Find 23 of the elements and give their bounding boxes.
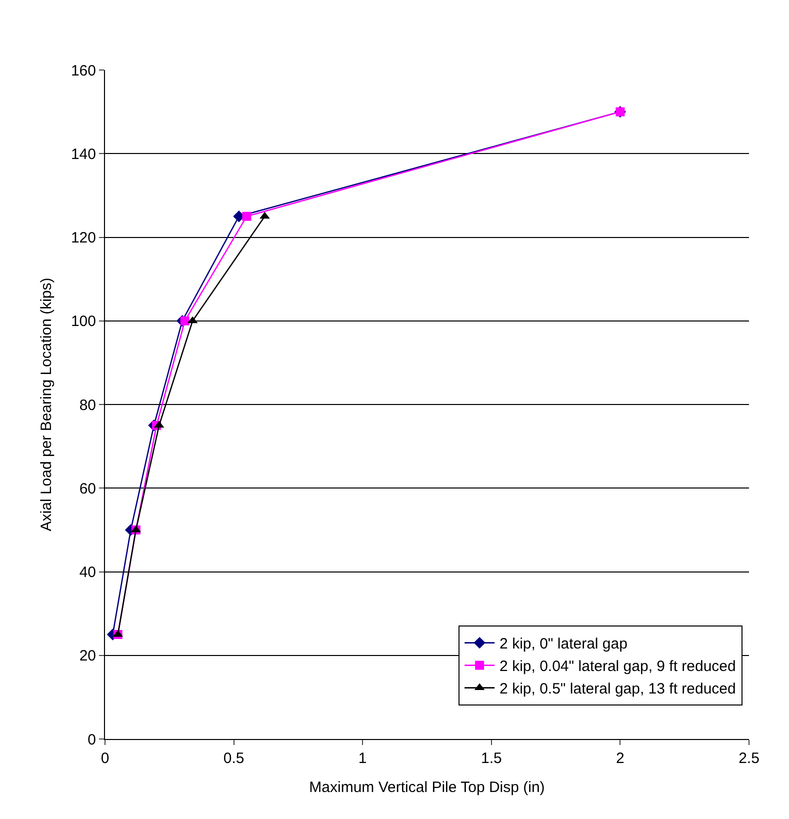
y-tick-label: 40	[79, 564, 96, 581]
x-tick-label: 0.5	[223, 750, 244, 767]
y-tick-label: 140	[70, 146, 96, 163]
y-tick-label: 0	[88, 731, 96, 748]
y-tick-label: 80	[79, 396, 96, 414]
x-tick-label: 0	[100, 750, 110, 767]
legend-label: 2 kip, 0.5" lateral gap, 13 ft reduced	[500, 680, 736, 698]
y-tick-label: 20	[79, 648, 96, 665]
x-tick-label: 2.5	[738, 750, 760, 767]
y-tick-label: 120	[70, 230, 96, 246]
x-tick-label: 2	[616, 750, 624, 767]
legend-label: 2 kip, 0.04" lateral gap, 9 ft reduced	[500, 658, 736, 676]
x-tick-label: 1	[358, 750, 367, 767]
x-axis-title: Maximum Vertical Pile Top Disp (in)	[309, 779, 545, 796]
point	[260, 212, 270, 219]
y-tick-label: 60	[79, 480, 96, 498]
point	[242, 212, 252, 221]
y-tick-label: 160	[70, 62, 96, 80]
x-tick-label: 1.5	[480, 750, 502, 767]
y-axis-title: Axial Load per Bearing Location (kips)	[38, 278, 56, 532]
point	[180, 316, 190, 326]
legend-label: 2 kip, 0" lateral gap	[500, 636, 628, 653]
y-tick-label: 100	[70, 313, 96, 330]
